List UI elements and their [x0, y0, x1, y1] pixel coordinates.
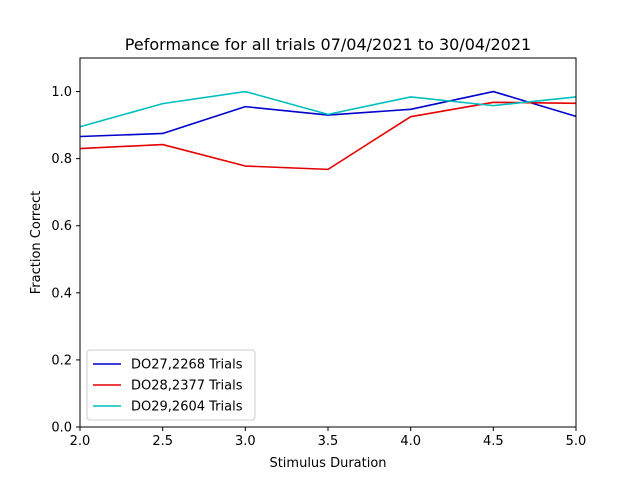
legend: DO27,2268 Trials DO28,2377 Trials DO29,260…	[86, 349, 256, 421]
legend-label-2: DO28,2377 Trials	[131, 379, 243, 394]
chart-title: Peformance for all trials 07/04/2021 to …	[125, 35, 531, 54]
x-tick-label: 2.5	[152, 434, 173, 449]
x-tick-label: 4.5	[483, 434, 504, 449]
y-tick-label: 1.0	[51, 85, 72, 100]
y-tick-label: 0.2	[51, 353, 72, 368]
series-line-3	[79, 90, 577, 128]
x-tick-label: 2.0	[70, 434, 91, 449]
x-axis-label: Stimulus Duration	[269, 456, 386, 471]
y-axis-label: Fraction Correct	[29, 191, 44, 294]
legend-label-3: DO29,2604 Trials	[131, 400, 243, 415]
y-tick-label: 0.8	[51, 152, 72, 167]
series-line-2	[79, 101, 577, 171]
x-tick-label: 5.0	[566, 434, 587, 449]
x-tick-label: 3.5	[318, 434, 339, 449]
y-tick-label: 0.6	[51, 219, 72, 234]
x-tick-label: 4.0	[400, 434, 421, 449]
legend-box	[86, 349, 256, 421]
y-tick-label: 0.0	[51, 421, 72, 436]
x-tick-label: 3.0	[235, 434, 256, 449]
legend-label-1: DO27,2268 Trials	[131, 358, 243, 373]
y-tick-label: 0.4	[51, 286, 72, 301]
